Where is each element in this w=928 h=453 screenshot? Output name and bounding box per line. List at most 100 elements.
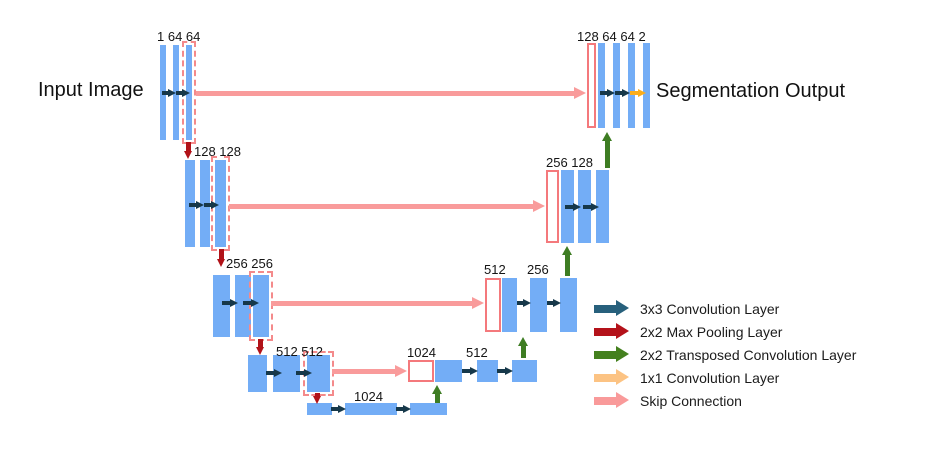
conv3x3-arrow-head [304, 368, 312, 377]
conv3x3-arrow-head [523, 298, 531, 307]
conv3x3-arrow-head [168, 88, 176, 97]
conv3x3-arrow-shaft [162, 91, 169, 95]
maxpool-arrow-head [255, 347, 264, 355]
conv3x3-arrow-shaft [462, 369, 471, 373]
conv3x3-arrow-head [607, 88, 615, 97]
maxpool-arrow [216, 249, 226, 267]
conv1x1-arrow-shaft [630, 91, 639, 95]
conv3x3-arrow-head [403, 404, 411, 413]
conv3x3-arrow [396, 404, 411, 414]
upconv-arrow-shaft [604, 140, 610, 168]
conv3x3-arrow [565, 202, 581, 212]
legend-row-upconv: 2x2 Transposed Convolution Layer [594, 343, 856, 366]
maxpool-arrow-shaft [218, 249, 224, 260]
maxpool-arrow-head [183, 151, 192, 159]
channel-dimension-label: 512 [466, 345, 488, 360]
copied-feature-map-bar [249, 271, 273, 341]
channel-dimension-label: 128 64 64 2 [577, 29, 646, 44]
segmentation-output-label: Segmentation Output [656, 80, 846, 102]
maxpool-arrow-shaft [594, 327, 617, 336]
maxpool-arrow [183, 142, 193, 159]
conv1x1-arrow-shaft [594, 373, 617, 382]
legend: 3x3 Convolution Layer 2x2 Max Pooling Lay… [594, 297, 856, 412]
conv3x3-arrow-shaft [565, 205, 574, 209]
conv3x3-arrow [266, 368, 282, 378]
skip-arrow-shaft [196, 90, 575, 96]
feature-map-bar [596, 170, 609, 243]
maxpool-arrow-shaft [257, 339, 263, 348]
conv3x3-arrow-head [196, 200, 204, 209]
skip-arrow-shaft [271, 300, 473, 306]
upconv-arrow-head [432, 385, 442, 394]
feature-map-bar [628, 43, 635, 128]
conv3x3-arrow-head [211, 200, 219, 209]
upconv-arrow-head [616, 346, 629, 362]
legend-label-conv3x3: 3x3 Convolution Layer [640, 300, 780, 317]
conv1x1-arrow [594, 369, 629, 386]
conv3x3-arrow-shaft [331, 407, 339, 411]
concatenated-feature-map-bar [485, 278, 501, 332]
skip-arrow-head [395, 364, 407, 377]
conv3x3-arrow-head [573, 202, 581, 211]
upconv-arrow [562, 246, 572, 276]
upconv-arrow-head [602, 132, 612, 141]
feature-map-bar [477, 360, 498, 382]
maxpool-arrow-shaft [314, 393, 320, 397]
feature-map-bar [235, 275, 251, 337]
skip-arrow-shaft [229, 203, 534, 209]
feature-map-bar [512, 360, 537, 382]
conv1x1-arrow-head [616, 369, 629, 385]
conv3x3-arrow-head [182, 88, 190, 97]
channel-dimension-label: 1 64 64 [157, 29, 201, 44]
conv3x3-arrow [615, 88, 630, 98]
conv3x3-arrow-shaft [396, 407, 404, 411]
copied-feature-map-bar [211, 156, 230, 251]
conv3x3-arrow-shaft [615, 91, 623, 95]
conv3x3-arrow-shaft [547, 301, 554, 305]
upconv-arrow-shaft [564, 254, 570, 276]
feature-map-bar [248, 355, 267, 392]
channel-dimension-label: 256 256 [226, 256, 273, 271]
upconv-arrow-shaft [434, 393, 440, 403]
conv3x3-arrow-shaft [497, 369, 506, 373]
maxpool-arrow-shaft [185, 142, 191, 152]
conv3x3-arrow [331, 404, 346, 414]
conv3x3-arrow-shaft [189, 203, 197, 207]
channel-dimension-label: 256 128 [546, 155, 593, 170]
feature-map-bar [598, 43, 605, 128]
legend-row-maxpool: 2x2 Max Pooling Layer [594, 320, 856, 343]
upconv-legend-arrow [594, 346, 629, 363]
conv3x3-arrow-head [505, 366, 513, 375]
feature-map-bar [435, 360, 462, 382]
skip-arrow [196, 86, 586, 100]
maxpool-arrow [594, 323, 629, 340]
conv3x3-arrow [176, 88, 190, 98]
concatenated-feature-map-bar [587, 43, 596, 128]
feature-map-bar [410, 403, 447, 415]
legend-label-skip: Skip Connection [640, 392, 742, 409]
conv3x3-arrow [189, 200, 204, 210]
skip-arrow-shaft [332, 368, 396, 374]
feature-map-bar [213, 275, 230, 337]
skip-arrow [229, 199, 545, 213]
skip-arrow-head [472, 296, 484, 309]
conv3x3-arrow-head [616, 300, 629, 316]
conv3x3-arrow-shaft [600, 91, 608, 95]
skip-arrow-head [533, 199, 545, 212]
conv3x3-arrow-shaft [296, 371, 305, 375]
conv3x3-arrow-shaft [204, 203, 212, 207]
feature-map-bar [307, 403, 332, 415]
conv3x3-arrow-head [470, 366, 478, 375]
conv3x3-arrow-head [553, 298, 561, 307]
feature-map-bar [643, 43, 650, 128]
conv3x3-arrow-head [338, 404, 346, 413]
upconv-arrow-shaft [520, 345, 526, 358]
feature-map-bar [502, 278, 517, 332]
conv3x3-arrow [462, 366, 478, 376]
conv3x3-arrow [583, 202, 599, 212]
conv3x3-arrow [222, 298, 238, 308]
concatenated-feature-map-bar [408, 360, 434, 382]
conv3x3-arrow-shaft [266, 371, 275, 375]
conv3x3-arrow-shaft [517, 301, 524, 305]
conv3x3-arrow [243, 298, 259, 308]
